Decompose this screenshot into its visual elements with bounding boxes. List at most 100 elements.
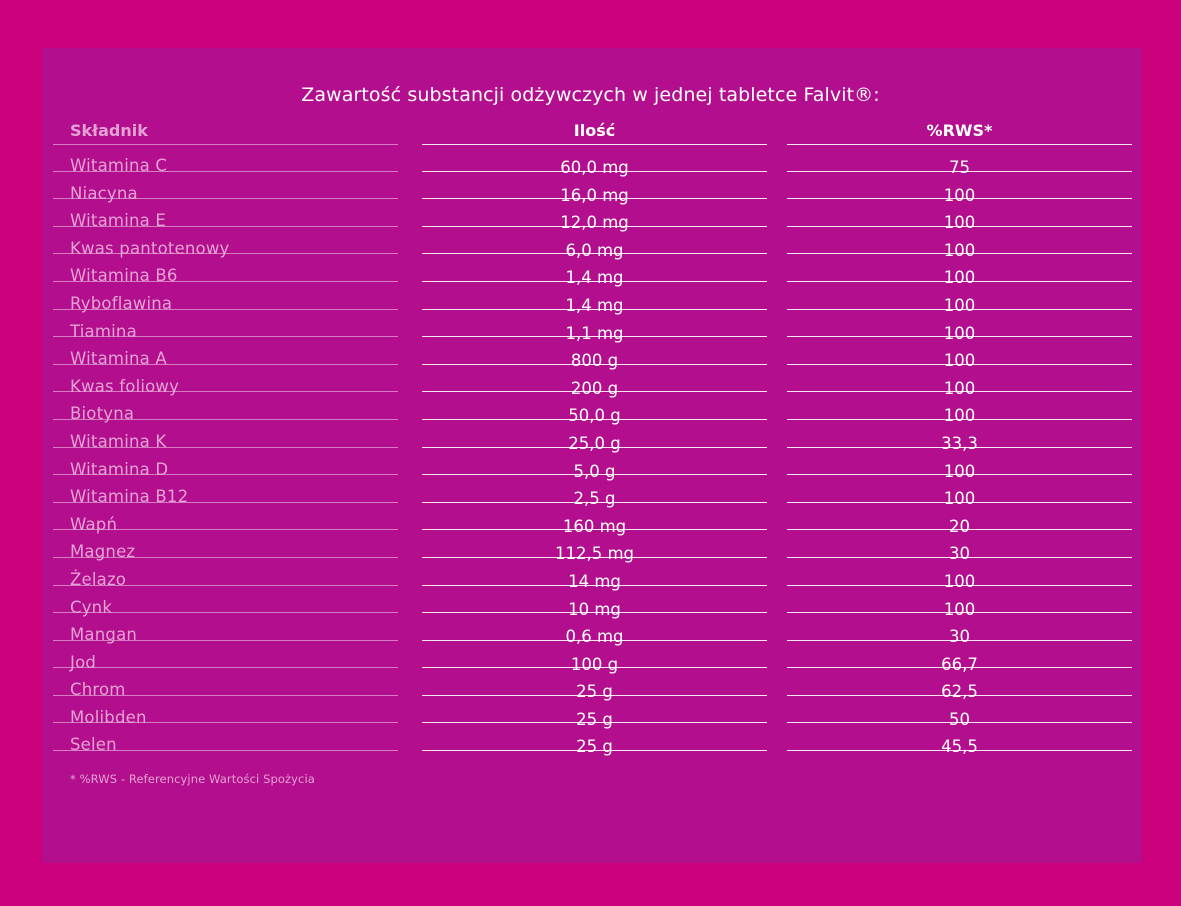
row-divider (422, 446, 767, 448)
row-divider (422, 391, 767, 393)
ingredient-amount: 200 g (570, 378, 619, 398)
ingredient-amount: 12,0 mg (560, 213, 629, 233)
ingredient-amount: 800 g (570, 351, 619, 371)
ingredient-amount: 25 g (576, 737, 613, 757)
column-header-ingredient: Składnik (70, 121, 148, 140)
table-row: Mangan 0,6 mg 30 (0, 613, 1181, 646)
row-divider (422, 418, 767, 420)
ingredient-rws: 100 (943, 351, 976, 371)
ingredient-name: Selen (70, 735, 117, 755)
header-divider-rws (787, 144, 1132, 145)
table-row: Witamina D 5,0 g 100 (0, 448, 1181, 481)
row-divider (53, 225, 398, 227)
row-divider (53, 418, 398, 420)
row-divider (53, 584, 398, 586)
table-row: Kwas foliowy 200 g 100 (0, 365, 1181, 398)
row-divider (422, 336, 767, 338)
ingredient-rws: 30 (949, 627, 970, 647)
ingredient-amount: 16,0 mg (560, 185, 629, 205)
table-row: Cynk 10 mg 100 (0, 586, 1181, 619)
row-divider (422, 474, 767, 476)
ingredient-amount: 100 g (570, 654, 619, 674)
table-row: Witamina K 25,0 g 33,3 (0, 420, 1181, 453)
ingredient-amount: 5,0 g (573, 461, 616, 481)
ingredient-name: Żelazo (70, 569, 127, 589)
ingredient-name: Biotyna (70, 404, 135, 424)
row-divider (53, 170, 398, 172)
ingredient-amount: 0,6 mg (565, 627, 624, 647)
table-row: Witamina E 12,0 mg 100 (0, 199, 1181, 232)
ingredient-name: Witamina A (70, 349, 167, 369)
row-divider (53, 474, 398, 476)
ingredient-rws: 100 (943, 240, 976, 260)
ingredient-amount: 10 mg (568, 599, 621, 619)
row-divider (787, 198, 1132, 200)
ingredient-rws: 62,5 (941, 682, 978, 702)
ingredient-amount: 60,0 mg (560, 158, 629, 177)
row-divider (53, 308, 398, 310)
row-divider (53, 529, 398, 531)
row-divider (422, 529, 767, 531)
row-divider (422, 639, 767, 641)
ingredient-amount: 1,4 mg (565, 295, 624, 315)
row-divider (422, 280, 767, 282)
ingredient-rws: 100 (943, 571, 976, 591)
ingredient-rws: 100 (943, 268, 976, 288)
table-row: Wapń 160 mg 20 (0, 503, 1181, 536)
row-divider (787, 474, 1132, 476)
table-row: Niacyna 16,0 mg 100 (0, 172, 1181, 205)
row-divider (787, 584, 1132, 586)
table-row: Żelazo 14 mg 100 (0, 558, 1181, 591)
ingredient-rws: 100 (943, 295, 976, 315)
ingredient-rws: 66,7 (941, 654, 978, 674)
ingredient-name: Mangan (70, 625, 138, 645)
table-row: Biotyna 50,0 g 100 (0, 392, 1181, 425)
row-divider (53, 280, 398, 282)
row-divider (422, 750, 767, 752)
ingredient-amount: 2,5 g (573, 489, 616, 509)
ingredient-name: Kwas foliowy (70, 376, 180, 396)
row-divider (787, 170, 1132, 172)
row-divider (787, 308, 1132, 310)
row-divider (787, 418, 1132, 420)
ingredient-name: Witamina B12 (70, 487, 189, 507)
row-divider (787, 639, 1132, 641)
row-divider (787, 280, 1132, 282)
ingredient-name: Witamina B6 (70, 266, 178, 286)
ingredient-amount: 1,4 mg (565, 268, 624, 288)
row-divider (53, 750, 398, 752)
row-divider (422, 694, 767, 696)
ingredient-rws: 75 (949, 158, 970, 177)
row-divider (787, 750, 1132, 752)
table-row: Witamina B12 2,5 g 100 (0, 475, 1181, 508)
header-divider-amount (422, 144, 767, 145)
row-divider (422, 308, 767, 310)
row-divider (53, 363, 398, 365)
row-divider (422, 363, 767, 365)
ingredient-rws: 100 (943, 185, 976, 205)
ingredient-amount: 14 mg (568, 571, 621, 591)
nutrition-panel (42, 48, 1142, 863)
row-divider (422, 612, 767, 614)
row-divider (787, 225, 1132, 227)
ingredient-amount: 112,5 mg (554, 544, 635, 564)
table-row: Selen 25 g 45,5 (0, 723, 1181, 756)
row-divider (787, 501, 1132, 503)
ingredient-rws: 100 (943, 489, 976, 509)
table-row: Witamina C 60,0 mg 75 (0, 144, 1181, 177)
ingredient-rws: 100 (943, 378, 976, 398)
row-divider (53, 336, 398, 338)
column-header-rws: %RWS* (926, 121, 993, 140)
row-divider (787, 391, 1132, 393)
ingredient-rws: 45,5 (941, 737, 978, 757)
table-row: Witamina B6 1,4 mg 100 (0, 254, 1181, 287)
ingredient-rws: 100 (943, 599, 976, 619)
row-divider (53, 612, 398, 614)
row-divider (53, 391, 398, 393)
row-divider (53, 501, 398, 503)
ingredient-amount: 25 g (576, 709, 613, 729)
row-divider (53, 722, 398, 724)
row-divider (53, 667, 398, 669)
ingredient-name: Cynk (70, 597, 113, 617)
row-divider (787, 336, 1132, 338)
